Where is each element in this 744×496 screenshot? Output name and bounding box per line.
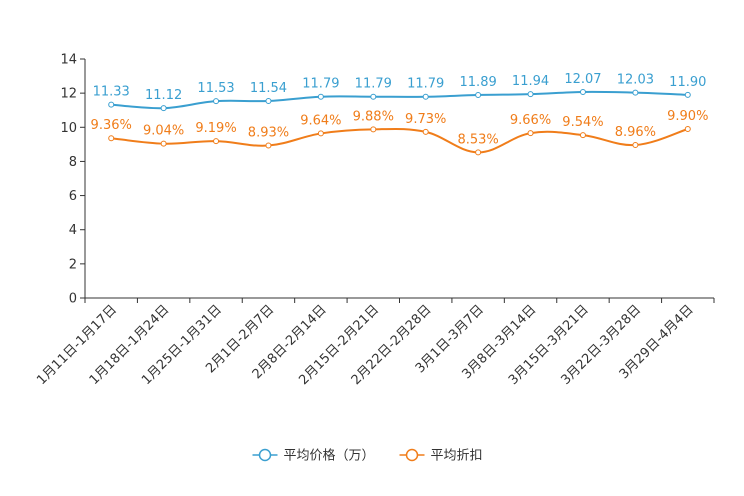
y-tick-label: 0 [69, 292, 77, 307]
data-point [108, 101, 115, 108]
legend-item: 平均价格（万） [252, 448, 375, 464]
data-point [108, 135, 115, 142]
data-point [213, 98, 220, 105]
data-label: 9.66% [510, 113, 551, 128]
data-label: 12.07 [564, 72, 601, 87]
data-label: 9.36% [91, 118, 132, 133]
data-point [160, 140, 167, 147]
data-point [265, 97, 272, 104]
legend-marker [258, 448, 272, 462]
data-point [527, 91, 534, 98]
data-point [370, 126, 377, 133]
y-tick-label: 2 [69, 257, 77, 272]
data-label: 12.03 [617, 73, 654, 88]
data-label: 11.89 [460, 75, 497, 90]
data-point [579, 88, 586, 95]
data-label: 9.64% [300, 113, 341, 128]
data-label: 9.73% [405, 112, 446, 127]
legend-marker [405, 448, 419, 462]
data-label: 9.54% [562, 115, 603, 130]
data-label: 11.90 [669, 75, 706, 90]
data-point [632, 89, 639, 96]
data-label: 11.79 [302, 77, 339, 92]
data-label: 11.53 [197, 81, 234, 96]
data-point [370, 93, 377, 100]
data-label: 9.19% [195, 121, 236, 136]
y-tick-label: 4 [69, 223, 77, 238]
y-tick-label: 12 [60, 87, 77, 102]
data-point [213, 138, 220, 145]
y-tick-label: 8 [69, 155, 77, 170]
data-point [684, 125, 691, 132]
data-label: 8.93% [248, 126, 289, 141]
legend-item: 平均折扣 [399, 448, 483, 464]
data-point [422, 93, 429, 100]
data-label: 11.54 [250, 81, 287, 96]
data-point [160, 105, 167, 112]
data-point [579, 132, 586, 139]
data-point [317, 93, 324, 100]
data-label: 11.94 [512, 74, 549, 89]
data-label: 9.90% [667, 109, 708, 124]
series-line [111, 90, 688, 110]
data-label: 9.88% [353, 109, 394, 124]
data-point [475, 149, 482, 156]
data-label: 11.79 [407, 77, 444, 92]
data-point [475, 92, 482, 99]
data-point [422, 128, 429, 135]
data-label: 8.96% [615, 125, 656, 140]
data-point [527, 130, 534, 137]
data-label: 8.53% [457, 132, 498, 147]
data-label: 11.79 [355, 77, 392, 92]
y-tick-label: 6 [69, 189, 77, 204]
data-label: 11.33 [93, 85, 130, 100]
data-point [317, 130, 324, 137]
data-label: 11.12 [145, 88, 182, 103]
data-point [265, 142, 272, 149]
y-tick-label: 10 [60, 121, 77, 136]
data-point [632, 142, 639, 149]
series-line [111, 127, 689, 154]
y-tick-label: 14 [60, 53, 77, 68]
legend-label: 平均价格（万） [284, 448, 375, 464]
data-point [684, 91, 691, 98]
legend-label: 平均折扣 [431, 449, 483, 464]
data-label: 9.04% [143, 124, 184, 139]
